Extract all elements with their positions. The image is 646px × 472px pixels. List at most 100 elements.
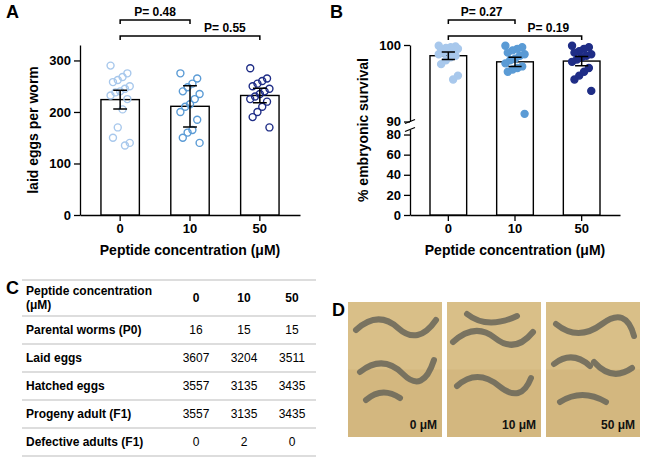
data-point bbox=[571, 76, 578, 83]
bracket bbox=[120, 36, 260, 40]
bar bbox=[497, 62, 534, 215]
data-point bbox=[177, 108, 184, 115]
y-tick-label: 20 bbox=[387, 188, 401, 203]
axis-break bbox=[405, 128, 415, 132]
table-rule bbox=[22, 280, 316, 281]
y-tick-mark bbox=[404, 215, 410, 216]
data-point bbox=[502, 60, 509, 67]
error-bar bbox=[442, 52, 455, 60]
y-tick: 0 bbox=[394, 208, 410, 223]
worm bbox=[366, 392, 400, 400]
y-tick-label: 80 bbox=[387, 127, 401, 142]
data-point bbox=[588, 87, 595, 94]
table-cell: 2 bbox=[241, 435, 248, 449]
table-row-label: Parental worms (P0) bbox=[26, 323, 141, 337]
worm bbox=[594, 362, 632, 374]
table-row-label: Progeny adult (F1) bbox=[26, 407, 131, 421]
x-axis: 0 10 50 bbox=[81, 215, 301, 236]
data-point bbox=[502, 42, 509, 49]
plot-marks bbox=[101, 62, 279, 215]
table-cell: 3135 bbox=[231, 379, 258, 393]
table-header: 50 bbox=[285, 291, 299, 305]
table-cell: 3435 bbox=[279, 407, 306, 421]
p-value: P= 0.48 bbox=[134, 5, 176, 19]
panel-label: C bbox=[6, 278, 19, 298]
table: CPeptide concentration(μM)01050Parental … bbox=[6, 278, 316, 456]
photo-background bbox=[348, 302, 442, 437]
worm bbox=[556, 317, 634, 336]
worm bbox=[467, 314, 517, 323]
p-value: P= 0.19 bbox=[527, 21, 569, 35]
y-tick: 90 bbox=[387, 114, 410, 129]
error-bar bbox=[508, 57, 521, 66]
error-bar bbox=[575, 56, 588, 65]
y-tick-label: 90 bbox=[387, 114, 401, 129]
data-point bbox=[450, 76, 457, 83]
y-tick-label: 100 bbox=[49, 156, 71, 171]
data-point bbox=[194, 116, 201, 123]
y-tick-mark bbox=[74, 112, 80, 113]
x-axis: 01050 bbox=[411, 215, 621, 236]
y-axis: 0 100 200 300 bbox=[49, 46, 80, 223]
data-point bbox=[266, 124, 273, 131]
y-axis: 90 100 bbox=[379, 38, 410, 130]
plot-marks bbox=[430, 42, 600, 215]
y-tick-mark bbox=[74, 60, 80, 61]
y-tick-mark bbox=[404, 154, 410, 155]
worm bbox=[356, 319, 436, 335]
y-axis: 020406080 bbox=[387, 127, 411, 222]
photo-shade bbox=[348, 302, 442, 370]
worm bbox=[457, 377, 531, 393]
x-tick-label: 10 bbox=[508, 221, 522, 236]
p-value: P= 0.55 bbox=[204, 21, 246, 35]
table-cell: 15 bbox=[285, 323, 299, 337]
data-point bbox=[177, 70, 184, 77]
table-header: Peptide concentration(μM) bbox=[26, 284, 152, 312]
y-tick: 80 bbox=[387, 127, 410, 142]
y-axis-line bbox=[410, 130, 411, 216]
worm bbox=[560, 395, 606, 402]
worm bbox=[360, 360, 434, 381]
data-point bbox=[569, 42, 576, 49]
table-cell: 0 bbox=[193, 435, 200, 449]
photo-caption: 0 μM bbox=[410, 418, 437, 432]
photo: 50 μM bbox=[546, 302, 640, 437]
x-tick-mark bbox=[120, 215, 121, 221]
x-tick-mark bbox=[581, 215, 582, 221]
data-point bbox=[571, 49, 578, 56]
y-tick: 0 bbox=[64, 208, 80, 223]
data-point bbox=[247, 96, 254, 103]
worm bbox=[554, 357, 590, 366]
photo-panel: D0 μM10 μM50 μM bbox=[332, 300, 640, 437]
y-tick: 100 bbox=[379, 38, 410, 53]
table-cell: 3557 bbox=[183, 407, 210, 421]
bracket bbox=[120, 20, 190, 24]
x-tick-label: 0 bbox=[117, 221, 124, 236]
y-tick-mark bbox=[404, 175, 410, 176]
photo-caption: 10 μM bbox=[502, 418, 536, 432]
table-cell: 3204 bbox=[231, 351, 258, 365]
table-rule bbox=[22, 400, 316, 401]
y-tick: 300 bbox=[49, 53, 80, 68]
p-value: P= 0.27 bbox=[461, 5, 503, 19]
panel-label: B bbox=[330, 2, 343, 22]
photo: 10 μM bbox=[447, 302, 541, 437]
y-tick-label: 40 bbox=[387, 167, 401, 182]
x-tick-label: 50 bbox=[253, 221, 267, 236]
table-rule bbox=[22, 344, 316, 345]
y-tick: 200 bbox=[49, 105, 80, 120]
table-rule bbox=[22, 456, 316, 457]
table-cell: 3435 bbox=[279, 379, 306, 393]
data-point bbox=[109, 79, 116, 86]
x-tick: 50 bbox=[253, 215, 267, 236]
x-tick: 0 bbox=[445, 215, 452, 236]
x-tick: 0 bbox=[117, 215, 124, 236]
table-row-label: Hatched eggs bbox=[26, 379, 105, 393]
figure: A010020030001050laid eggs per wormPeptid… bbox=[0, 0, 646, 472]
table-cell: 3135 bbox=[231, 407, 258, 421]
table-cell: 0 bbox=[289, 435, 296, 449]
bracket bbox=[448, 20, 515, 24]
x-tick-label: 10 bbox=[183, 221, 197, 236]
data-point bbox=[179, 88, 186, 95]
x-tick-mark bbox=[448, 215, 449, 221]
